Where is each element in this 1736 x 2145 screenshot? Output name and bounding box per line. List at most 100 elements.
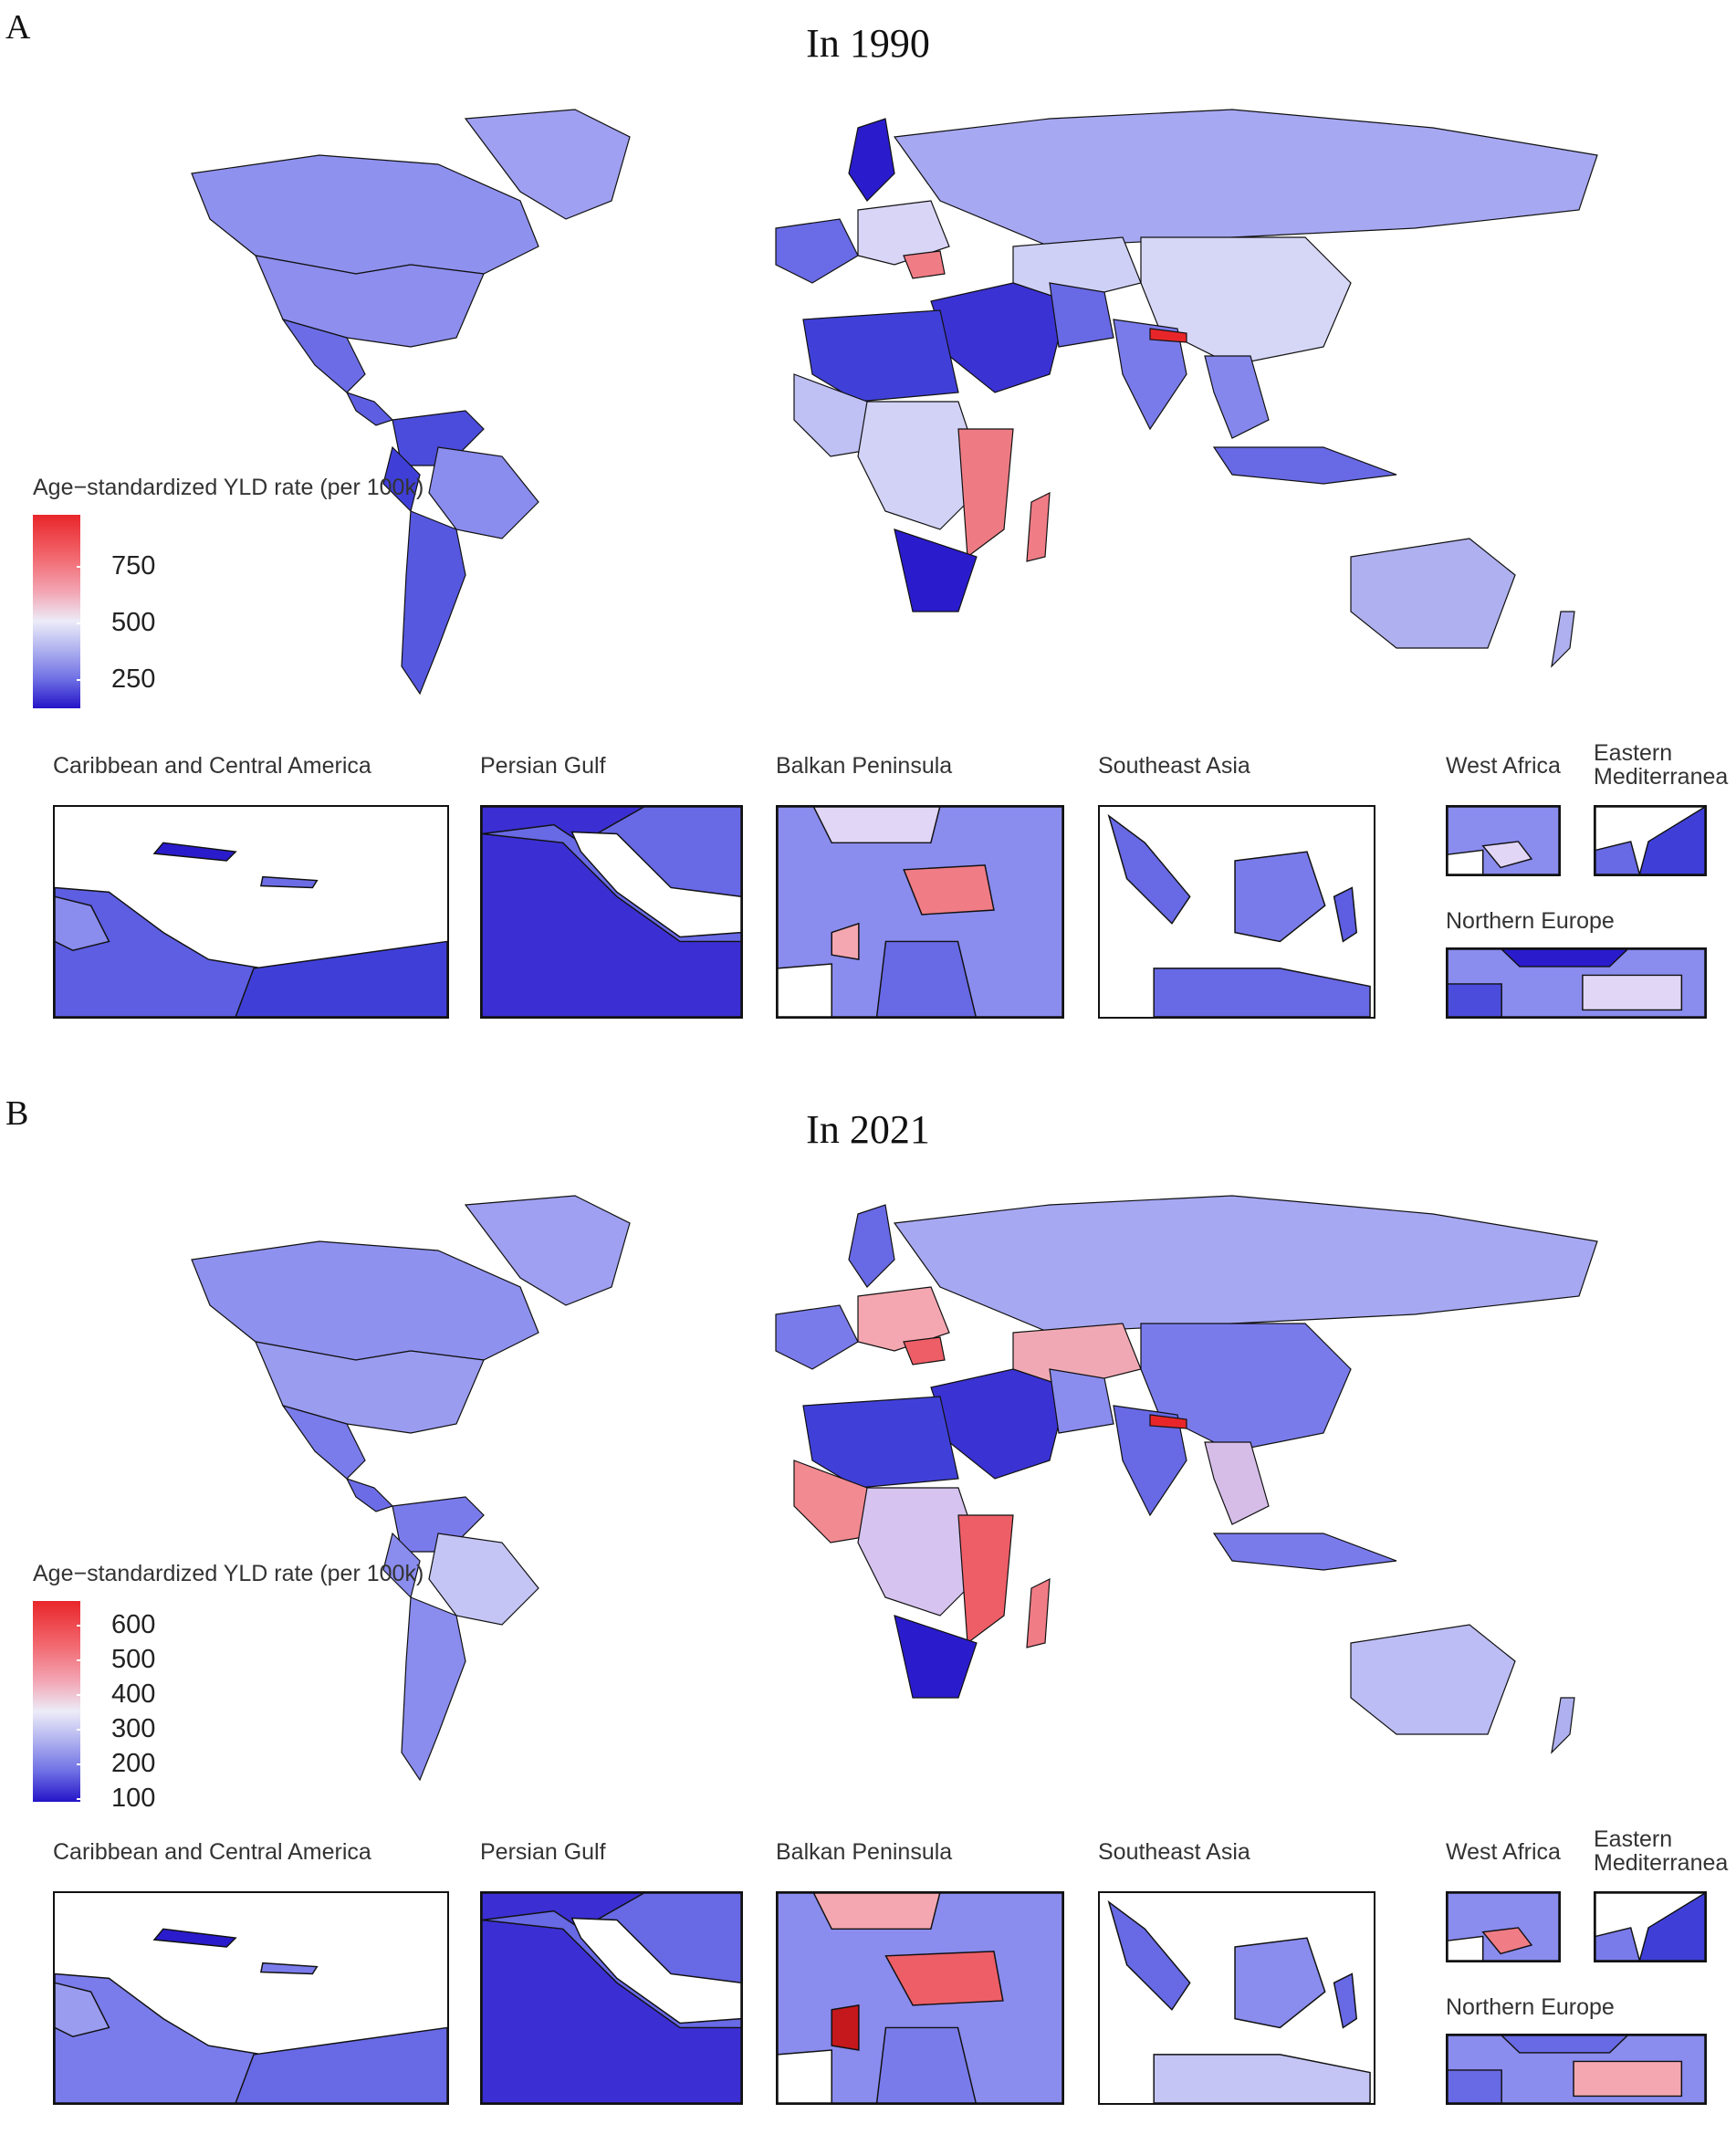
inset-northern-europe	[1446, 947, 1707, 1019]
region-romania	[903, 1336, 946, 1365]
region-australia	[1350, 1624, 1516, 1735]
region-madagascar	[1026, 491, 1051, 562]
region-scandinavia	[848, 1204, 895, 1288]
region-china	[1140, 1323, 1352, 1452]
region-central-america	[345, 391, 394, 426]
region-madagascar	[1026, 1577, 1051, 1648]
region-new-zealand	[1551, 1697, 1575, 1754]
legend-colorbar	[33, 515, 80, 708]
region-iran	[1049, 1368, 1114, 1434]
region-scandinavia	[848, 118, 895, 202]
legend-tick-label: 200	[111, 1749, 156, 1778]
region-central-africa	[857, 1487, 987, 1617]
legend-tick-mark	[77, 1659, 86, 1661]
region-western-europe	[775, 1304, 859, 1370]
legend-tick-mark	[77, 1763, 86, 1765]
legend: Age−standardized YLD rate (per 100k) 600…	[29, 1561, 504, 1816]
legend-tick-mark	[77, 1729, 86, 1731]
panel-title: In 1990	[806, 21, 930, 66]
region-north-africa	[802, 309, 959, 403]
region-south-cone	[401, 510, 466, 696]
legend-tick-mark	[77, 1625, 86, 1627]
world-map	[191, 1195, 1598, 1782]
inset-title-northern-europe: Northern Europe	[1446, 908, 1615, 934]
region-central-africa	[857, 401, 987, 530]
inset-title-caribbean: Caribbean and Central America	[53, 753, 371, 779]
legend-tick-mark	[77, 1798, 86, 1800]
inset-eastern-med	[1594, 1891, 1707, 1962]
region-nepal	[1149, 328, 1187, 343]
region-iran	[1049, 282, 1114, 348]
inset-balkan	[776, 805, 1064, 1019]
inset-title-southeast-asia: Southeast Asia	[1098, 1839, 1250, 1865]
inset-persian-gulf	[480, 1891, 743, 2105]
region-mexico	[281, 1404, 366, 1480]
panel-letter: A	[5, 8, 31, 47]
inset-west-africa	[1446, 805, 1561, 876]
world-map	[191, 109, 1598, 696]
inset-title-west-africa: West Africa	[1446, 753, 1561, 779]
inset-northern-europe	[1446, 2034, 1707, 2105]
inset-persian-gulf	[480, 805, 743, 1019]
region-indonesia	[1212, 446, 1397, 485]
inset-title-eastern-med-line2: Mediterranea	[1594, 1850, 1729, 1876]
region-india	[1113, 319, 1187, 431]
region-india	[1113, 1405, 1187, 1517]
region-mexico	[281, 318, 366, 393]
region-greenland	[464, 1195, 631, 1306]
region-north-africa	[802, 1396, 959, 1489]
region-australia	[1350, 538, 1516, 649]
region-east-africa	[957, 428, 1014, 559]
inset-title-southeast-asia: Southeast Asia	[1098, 753, 1250, 779]
legend: Age−standardized YLD rate (per 100k) 750…	[29, 475, 504, 730]
inset-title-west-africa: West Africa	[1446, 1839, 1561, 1865]
region-southern-africa	[894, 1615, 978, 1699]
inset-title-eastern-med-line2: Mediterranea	[1594, 764, 1729, 790]
region-china	[1140, 236, 1352, 366]
panel-1990: A In 1990	[0, 0, 1736, 1059]
legend-title: Age−standardized YLD rate (per 100k)	[33, 1561, 424, 1586]
inset-title-persian-gulf: Persian Gulf	[480, 753, 606, 779]
legend-tick-label: 300	[111, 1714, 156, 1743]
legend-tick-mark	[77, 679, 86, 681]
inset-title-persian-gulf: Persian Gulf	[480, 1839, 606, 1865]
inset-eastern-med	[1594, 805, 1707, 876]
legend-tick-label: 600	[111, 1610, 156, 1639]
region-greenland	[464, 109, 631, 220]
inset-caribbean	[53, 805, 449, 1019]
region-new-zealand	[1551, 611, 1575, 668]
inset-title-eastern-med: Eastern	[1594, 1826, 1673, 1852]
legend-tick-mark	[77, 1694, 86, 1696]
legend-tick-mark	[77, 623, 86, 624]
panel-title: In 2021	[806, 1107, 930, 1152]
region-southeast-asia	[1204, 355, 1270, 439]
legend-colorbar	[33, 1601, 80, 1802]
region-romania	[903, 250, 946, 279]
region-russia	[893, 1195, 1598, 1334]
region-central-america	[345, 1477, 394, 1512]
inset-west-africa	[1446, 1891, 1561, 1962]
region-southern-africa	[894, 528, 978, 612]
inset-balkan	[776, 1891, 1064, 2105]
inset-title-balkan: Balkan Peninsula	[776, 753, 953, 779]
inset-southeast-asia	[1098, 1891, 1375, 2105]
inset-title-northern-europe: Northern Europe	[1446, 1994, 1615, 2020]
inset-title-caribbean: Caribbean and Central America	[53, 1839, 371, 1865]
region-western-europe	[775, 218, 859, 284]
panel-2021: B In 2021	[0, 1086, 1736, 2145]
region-brazil	[428, 446, 539, 539]
region-south-cone	[401, 1596, 466, 1782]
region-southeast-asia	[1204, 1441, 1270, 1525]
inset-southeast-asia	[1098, 805, 1375, 1019]
inset-caribbean	[53, 1891, 449, 2105]
legend-tick-label: 500	[111, 1645, 156, 1674]
inset-title-balkan: Balkan Peninsula	[776, 1839, 953, 1865]
legend-tick-label: 100	[111, 1784, 156, 1813]
legend-tick-label: 500	[111, 608, 156, 637]
region-russia	[893, 109, 1598, 247]
legend-tick-label: 250	[111, 664, 156, 694]
panel-letter: B	[5, 1094, 29, 1133]
region-canada	[191, 154, 539, 275]
legend-title: Age−standardized YLD rate (per 100k)	[33, 475, 424, 500]
inset-title-eastern-med: Eastern	[1594, 740, 1673, 766]
